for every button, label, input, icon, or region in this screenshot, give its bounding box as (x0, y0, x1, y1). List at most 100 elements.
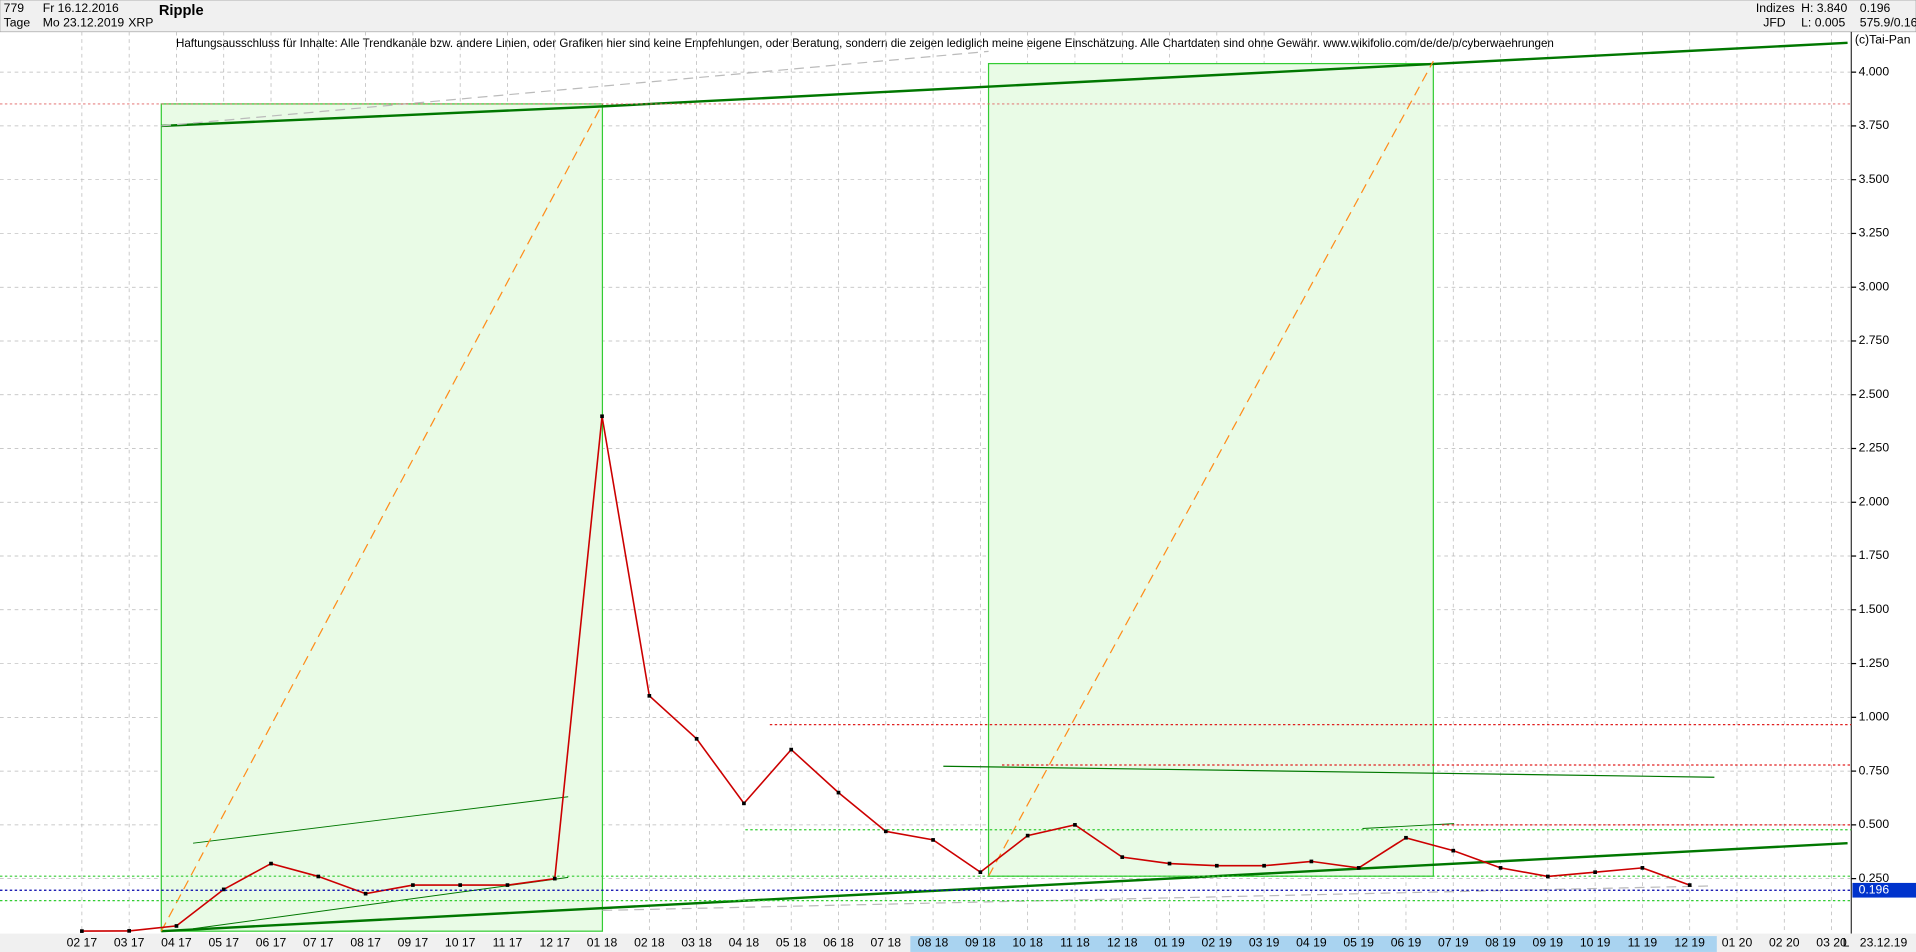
price-point (1498, 866, 1503, 870)
x-tick-label: 04 17 (161, 936, 192, 950)
y-tick-label: 0.500 (1859, 817, 1890, 831)
x-tick-label: 09 19 (1533, 936, 1564, 950)
trend-line (193, 796, 569, 844)
y-tick-label: 2.250 (1859, 441, 1890, 455)
price-point (552, 876, 557, 881)
y-tick-label: 2.750 (1859, 333, 1890, 347)
x-tick-label: 05 18 (776, 936, 807, 950)
price-point (647, 693, 652, 698)
price-point (1404, 835, 1408, 840)
price-point (883, 829, 888, 834)
header-bar (0, 0, 1916, 33)
trend-line (161, 841, 1848, 933)
trend-line (602, 41, 1848, 108)
source-b: JFD (1763, 15, 1786, 29)
y-tick-label: 4.000 (1859, 64, 1890, 78)
x-tick-label: 11 17 (493, 936, 523, 950)
x-tick-label: 11 18 (1060, 936, 1090, 950)
x-tick-label: 02 19 (1202, 936, 1233, 950)
price-point (1356, 866, 1361, 870)
price-point (411, 883, 415, 887)
price-point (1262, 863, 1266, 868)
price-point (1545, 874, 1550, 879)
y-tick-label: 2.500 (1859, 387, 1890, 401)
y-tick-label: 3.250 (1859, 226, 1890, 240)
price-point (1593, 870, 1597, 875)
info: 575.9/0.16 (1860, 15, 1916, 29)
current-price-label: 0.196 (1859, 882, 1890, 896)
x-tick-label: 05 17 (208, 936, 239, 950)
x-tick-label: 11 19 (1628, 936, 1658, 950)
price-point (1214, 863, 1219, 868)
x-tick-label: 08 17 (350, 936, 381, 950)
x-tick-label: 05 19 (1343, 936, 1374, 950)
x-tick-label: 03 17 (114, 936, 145, 950)
y-tick-label: 2.000 (1859, 494, 1890, 508)
date: 23.12.19 (1860, 936, 1908, 950)
trend-line (161, 105, 603, 128)
x-tick-label: 04 18 (729, 936, 760, 950)
price-point (1451, 848, 1456, 853)
y-tick-label: 3.000 (1859, 279, 1890, 293)
y-tick-label: 1.250 (1859, 656, 1890, 670)
x-tick-label: 09 17 (398, 936, 429, 950)
last: 0.196 (1860, 1, 1891, 15)
price-point (836, 790, 841, 795)
price-point (694, 737, 699, 741)
count: 779 (4, 1, 25, 15)
price-point (742, 801, 746, 806)
current-price-box (1852, 882, 1916, 898)
price-point (1640, 866, 1645, 870)
x-tick-label: 01 20 (1722, 936, 1753, 950)
x-tick-label: 06 18 (823, 936, 854, 950)
x-tick-label: 10 18 (1012, 936, 1043, 950)
x-tick-label: 03 18 (681, 936, 712, 950)
y-tick-label: 3.750 (1859, 118, 1890, 132)
trend-line (943, 765, 1715, 778)
price-point (174, 924, 179, 928)
period[interactable]: Tage (4, 15, 31, 29)
x-tick-label: 10 19 (1580, 936, 1611, 950)
x-tick-label: 08 19 (1485, 936, 1516, 950)
high: H: 3.840 (1801, 1, 1847, 15)
date-to: Mo 23.12.2019 (43, 15, 125, 29)
scale: L (1843, 936, 1850, 950)
annotation: Haftungsausschluss für Inhalte: Alle Tre… (176, 37, 1554, 50)
x-tick-label: 12 17 (539, 936, 570, 950)
x-tick-label: 07 18 (871, 936, 902, 950)
x-tick-label: 07 19 (1438, 936, 1469, 950)
price-point (931, 838, 935, 842)
y-tick-label: 1.000 (1859, 710, 1890, 724)
price-point (978, 870, 983, 875)
x-tick-label: 10 17 (445, 936, 476, 950)
price-point (80, 929, 84, 933)
price-point (1309, 859, 1314, 864)
x-tick-label: 12 19 (1674, 936, 1705, 950)
x-tick-label: 03 19 (1249, 936, 1280, 950)
projection-line (160, 103, 603, 932)
price-point (1120, 855, 1125, 859)
subtitle: XRP (128, 15, 153, 29)
y-tick-label: 0.750 (1859, 763, 1890, 777)
source-a: Indizes (1756, 1, 1795, 15)
projection-line (988, 60, 1434, 877)
x-tick-label: 08 18 (918, 936, 949, 950)
x-tick-label: 01 19 (1154, 936, 1185, 950)
x-tick-label: 03 20 (1816, 936, 1847, 950)
x-tick-label: 02 18 (634, 936, 665, 950)
x-tick-label: 04 19 (1296, 936, 1327, 950)
price-point (1025, 833, 1030, 838)
price-point (458, 883, 463, 887)
y-tick-label: 1.500 (1859, 602, 1890, 616)
x-tick-label: 07 17 (303, 936, 334, 950)
x-tick-label: 09 18 (965, 936, 996, 950)
projection-line (161, 50, 989, 127)
x-tick-label: 01 18 (587, 936, 618, 950)
x-tick-label: 02 20 (1769, 936, 1800, 950)
price-point (505, 883, 510, 887)
y-tick-label: 3.500 (1859, 172, 1890, 186)
date-from: Fr 16.12.2016 (43, 1, 119, 15)
price-point (316, 874, 321, 879)
